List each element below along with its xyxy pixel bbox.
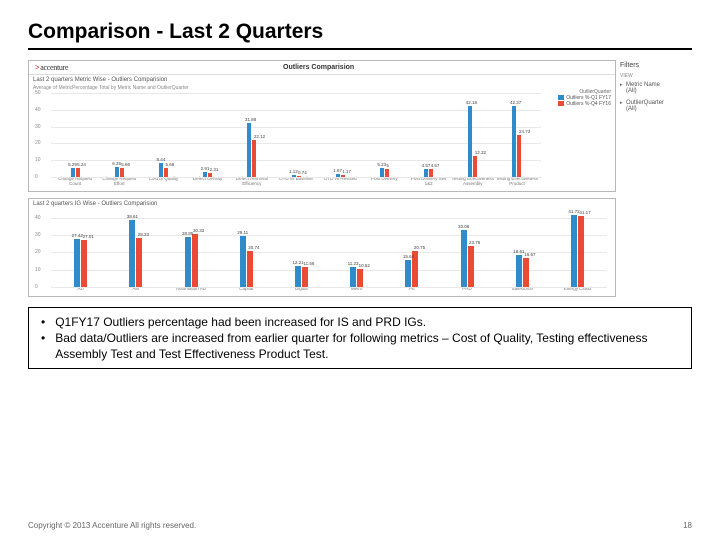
chart1-canvas: 010203040505.295.246.255.668.445.662.912…	[33, 93, 545, 177]
bar-group: 6.255.66	[97, 167, 141, 178]
bar-group: 12.2111.56	[274, 266, 329, 287]
bar-group: 15.6420.75	[384, 251, 439, 287]
filters-title: Filters	[620, 62, 692, 69]
x-label: Defect Density	[186, 177, 230, 187]
x-label: OTD vs Baseline	[274, 177, 318, 187]
x-label: Defect Removal Efficiency	[230, 177, 274, 187]
filters-view: VIEW	[620, 73, 692, 79]
chart2-box: Last 2 quarters IG Wise - Outliers Compa…	[28, 198, 616, 297]
chart1-xlabels: Change Request CountChange Request Effor…	[53, 177, 539, 187]
chart2-title: Last 2 quarters IG Wise - Outliers Compa…	[33, 201, 611, 207]
chart2-canvas: 01020304027.4227.0138.6128.3328.8530.332…	[33, 209, 611, 287]
x-label: Testing Effectiveness Product	[495, 177, 539, 187]
chart1-title: Last 2 quarters Metric Wise - Outliers C…	[33, 77, 545, 83]
copyright: Copyright © 2013 Accenture All rights re…	[28, 521, 196, 530]
bar-group: 1.120.74	[274, 175, 318, 177]
logo: >accenture	[35, 63, 68, 72]
bar-group: 2.912.31	[186, 172, 230, 177]
bar-group: 29.1120.74	[219, 236, 274, 286]
x-label: OTD vs Revised	[318, 177, 362, 187]
bar-group: 27.4227.01	[53, 239, 108, 287]
page-title: Comparison - Last 2 Quarters	[28, 20, 692, 44]
x-label: Post Delivery	[362, 177, 406, 187]
bar-group: 42.3724.73	[495, 106, 539, 177]
bar-group: 5.295.24	[53, 168, 97, 177]
bar-group: 42.1812.32	[451, 106, 495, 177]
bar-group: 11.2310.52	[329, 267, 384, 286]
chart1-subtitle: Average of MetricPercentage Total by Met…	[33, 85, 545, 91]
chart1-legend: Outliers %-Q1 FY17Outliers %-Q4 FY16	[558, 95, 611, 107]
filters-panel: Filters VIEW Metric Name(All) OutlierQuar…	[620, 60, 692, 303]
bar-group: 4.574.57	[407, 169, 451, 177]
title-rule	[28, 48, 692, 50]
page-number: 18	[683, 521, 692, 530]
bar-group: 33.0623.76	[439, 230, 494, 287]
bar-group: 28.8530.33	[163, 234, 218, 287]
x-label: Cost of Quality	[141, 177, 185, 187]
tab-title: Outliers Comparision	[283, 64, 354, 71]
x-label: Change Request Effort	[97, 177, 141, 187]
bullet-item: Bad data/Outliers are increased from ear…	[37, 330, 683, 362]
bullets-box: Q1FY17 Outliers percentage had been incr…	[28, 307, 692, 370]
bar-group: 8.445.66	[141, 163, 185, 177]
bar-group: 41.7241.17	[550, 215, 605, 287]
bar-group: 31.8822.12	[230, 123, 274, 177]
filter-item[interactable]: Metric Name(All)	[620, 82, 692, 94]
bar-group: 18.6116.67	[495, 255, 550, 287]
legend-item: Outliers %-Q4 FY16	[558, 101, 611, 107]
bar-group: 5.235	[362, 168, 406, 177]
filter-item[interactable]: OutlierQuarter(All)	[620, 100, 692, 112]
chart1-box: >accenture Outliers Comparision Last 2 q…	[28, 60, 616, 192]
x-label: Post Delivery Sev 1&2	[407, 177, 451, 187]
x-label: Testing Effectiveness Assembly	[451, 177, 495, 187]
bar-group: 1.671.17	[318, 174, 362, 177]
bar-group: 38.6128.33	[108, 220, 163, 287]
bullet-item: Q1FY17 Outliers percentage had been incr…	[37, 314, 683, 330]
x-label: Change Request Count	[53, 177, 97, 187]
